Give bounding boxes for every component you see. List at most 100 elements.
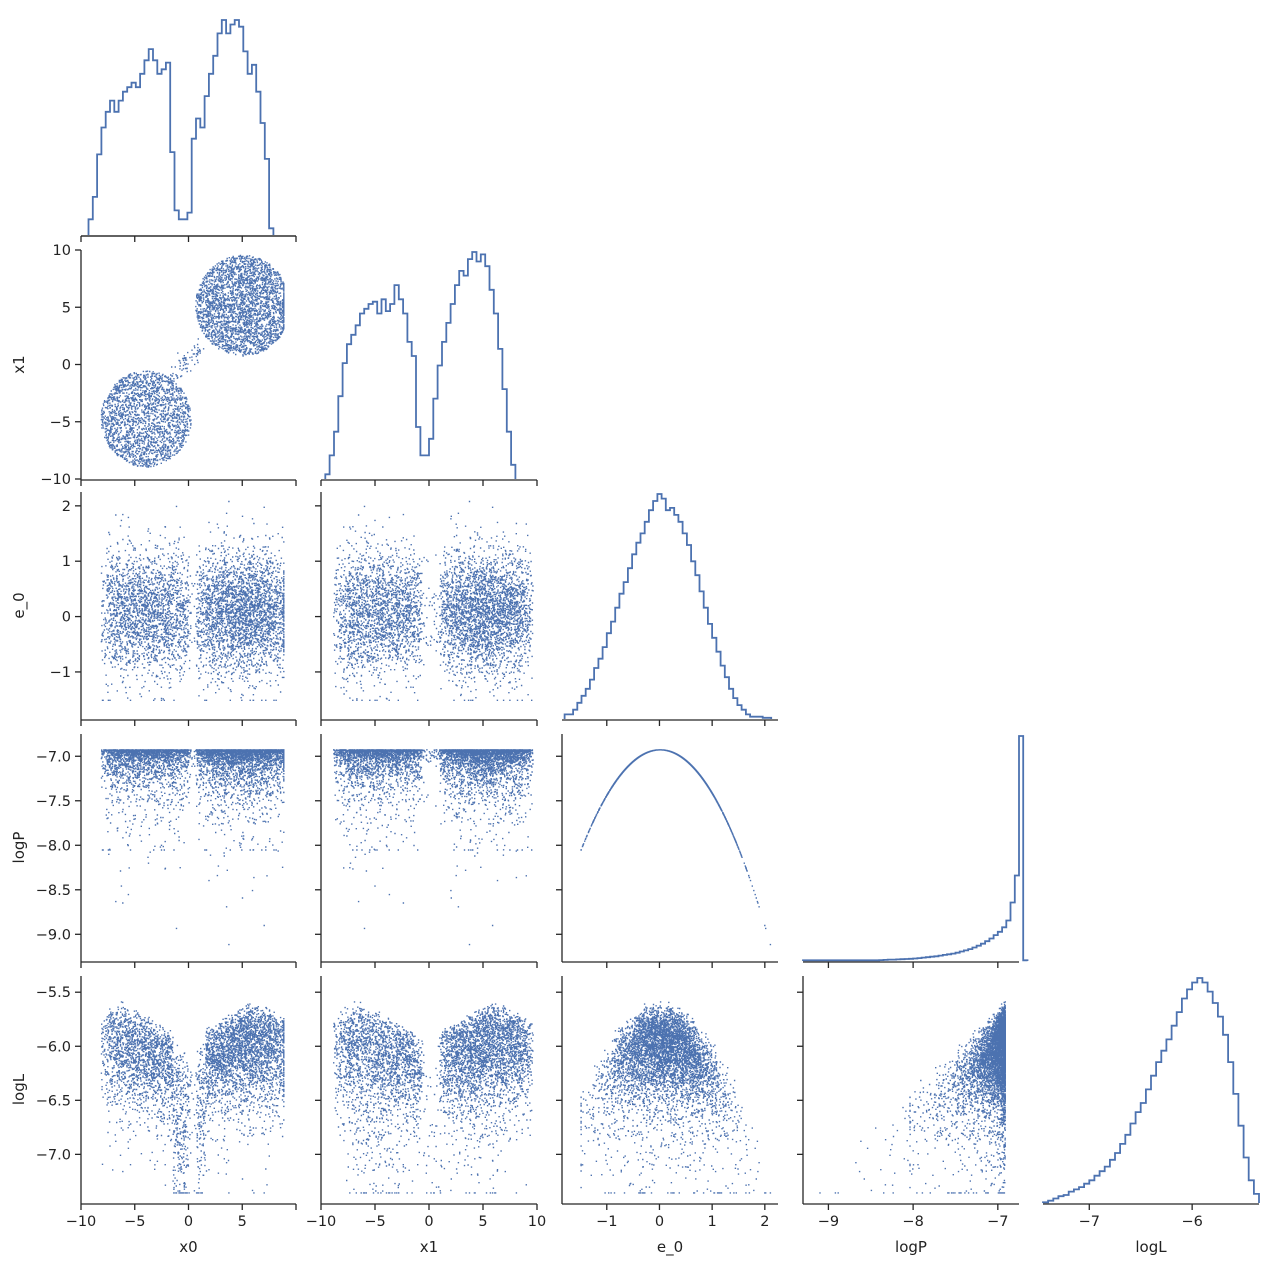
y-axis-label-x1: x1 <box>10 355 28 373</box>
scatter-points-logP-logL <box>819 1001 1006 1194</box>
y-tick-label: −7.0 <box>36 1147 71 1163</box>
scatter-panel-x1-vs-logP <box>333 749 534 946</box>
inner-y-axis-e_0-logP <box>556 734 563 962</box>
x-tick-label: −7 <box>987 1214 1008 1230</box>
y-tick-label: −7.5 <box>36 794 71 810</box>
scatter-markers <box>819 1001 1006 1194</box>
x-tick-label: −5 <box>124 1214 145 1230</box>
x-axis-logP-row-logP <box>803 961 1019 968</box>
scatter-points-x0-logL <box>100 1001 285 1194</box>
hist-line-logP <box>802 735 1029 962</box>
y-tick-label: −6.5 <box>36 1093 71 1109</box>
x-axis-x0-row-x0 <box>80 235 297 242</box>
y-tick-label: −8.0 <box>36 838 71 854</box>
y-tick-label: 10 <box>53 243 71 259</box>
inner-y-axis-x1-logP <box>315 734 322 962</box>
x-axis-x0-row-logL: −10 −5 0 5 <box>66 1203 297 1230</box>
scatter-markers <box>100 500 285 701</box>
x-tick-label: −5 <box>364 1214 385 1230</box>
scatter-markers <box>333 500 534 701</box>
scatter-panel-logP-vs-logL <box>819 1001 1006 1194</box>
inner-y-axis-logP-logL <box>797 976 804 1204</box>
y-tick-label: −5.5 <box>36 985 71 1001</box>
hist-line-logL <box>1042 977 1260 1204</box>
scatter-panel-x0-vs-x1 <box>100 254 285 468</box>
y-tick-label: −1 <box>50 665 71 681</box>
x-axis-label-x1: x1 <box>420 1238 438 1256</box>
x-axis-x1-row-logL: −10 −5 0 5 10 <box>306 1203 546 1230</box>
x-tick-label: −10 <box>66 1214 97 1230</box>
x-tick-label: 5 <box>478 1214 487 1230</box>
x-axis-x1-row-e_0 <box>320 719 538 726</box>
hist-line-e_0 <box>563 493 773 719</box>
panels-layer: −10−50510−1012−9.0−8.5−8.0−7.5−7.0−7.0−6… <box>36 19 1260 1230</box>
scatter-points-x0-e_0 <box>100 500 285 701</box>
hist-panel-logL <box>1042 977 1260 1204</box>
y-axis-label-logP: logP <box>10 832 28 864</box>
scatter-panel-x1-vs-e_0 <box>333 500 534 701</box>
y-tick-label: 0 <box>62 358 71 374</box>
x-axis-label-x0: x0 <box>179 1238 197 1256</box>
scatter-markers <box>100 254 285 468</box>
y-tick-label: −5 <box>50 415 71 431</box>
scatter-markers <box>100 1001 285 1194</box>
scatter-panel-x0-vs-e_0 <box>100 500 285 701</box>
hist-line-x1 <box>324 251 517 479</box>
y-axis-e_0: −1 0 1 2 <box>50 492 82 720</box>
scatter-points-e_0-logL <box>580 1001 772 1194</box>
x-axis-e_0-row-logL: −1 0 1 2 <box>562 1203 778 1230</box>
y-tick-label: 2 <box>62 499 71 515</box>
y-tick-label: 5 <box>62 300 71 316</box>
x-axis-x0-row-e_0 <box>80 719 297 726</box>
scatter-markers <box>100 749 285 946</box>
y-tick-label: −8.5 <box>36 883 71 899</box>
x-axis-x0-row-logP <box>80 961 297 968</box>
labels-layer: x0 x1 e_0 logP logL x1 e_0 logP logL <box>10 355 1167 1257</box>
x-tick-label: −8 <box>902 1214 923 1230</box>
x-tick-label: 2 <box>760 1214 769 1230</box>
y-axis-label-logL: logL <box>10 1073 28 1105</box>
y-tick-label: −7.0 <box>36 749 71 765</box>
y-tick-label: −10 <box>40 472 71 488</box>
x-tick-label: 5 <box>238 1214 247 1230</box>
scatter-points-x0-x1 <box>100 254 285 468</box>
x-tick-label: 10 <box>528 1214 546 1230</box>
hist-panel-x1 <box>324 251 517 479</box>
x-tick-label: −9 <box>818 1214 839 1230</box>
x-axis-logP-row-logL: −9 −8 −7 <box>803 1203 1019 1230</box>
x-axis-label-logL: logL <box>1135 1238 1167 1256</box>
y-axis-label-e_0: e_0 <box>10 592 29 618</box>
y-axis-logL: −7.0 −6.5 −6.0 −5.5 <box>36 976 82 1204</box>
x-tick-label: 0 <box>424 1214 433 1230</box>
x-axis-x1-row-logP <box>320 961 538 968</box>
y-axis-logP: −9.0 −8.5 −8.0 −7.5 −7.0 <box>36 734 82 962</box>
x-tick-label: 0 <box>655 1214 664 1230</box>
x-tick-label: 1 <box>708 1214 717 1230</box>
scatter-panel-x0-vs-logP <box>100 749 285 946</box>
inner-y-axis-e_0-logL <box>556 976 563 1204</box>
y-tick-label: −9.0 <box>36 927 71 943</box>
x-tick-label: −1 <box>596 1214 617 1230</box>
y-tick-label: 1 <box>62 554 71 570</box>
hist-panel-e_0 <box>563 493 773 719</box>
hist-panel-logP <box>802 735 1029 962</box>
x-tick-label: −10 <box>306 1214 337 1230</box>
scatter-points-x0-logP <box>100 749 285 946</box>
x-axis-label-logP: logP <box>895 1238 927 1256</box>
inner-y-axis-x1-logL <box>315 976 322 1204</box>
scatter-points-x1-e_0 <box>333 500 534 701</box>
hist-line-x0 <box>87 19 275 235</box>
scatter-panel-e_0-vs-logL <box>580 1001 772 1194</box>
y-tick-label: 0 <box>62 610 71 626</box>
x-axis-label-e_0: e_0 <box>657 1238 683 1257</box>
scatter-points-x1-logL <box>333 1001 534 1194</box>
scatter-markers <box>333 1001 534 1194</box>
x-axis-x0-row-x1 <box>80 479 297 486</box>
scatter-panel-x0-vs-logL <box>100 1001 285 1194</box>
x-axis-e_0-row-e_0 <box>562 719 778 726</box>
scatter-markers <box>333 749 534 946</box>
scatter-markers <box>580 1001 772 1194</box>
x-axis-x1-row-x1 <box>320 479 538 486</box>
inner-y-axis-x1-e_0 <box>315 492 322 720</box>
